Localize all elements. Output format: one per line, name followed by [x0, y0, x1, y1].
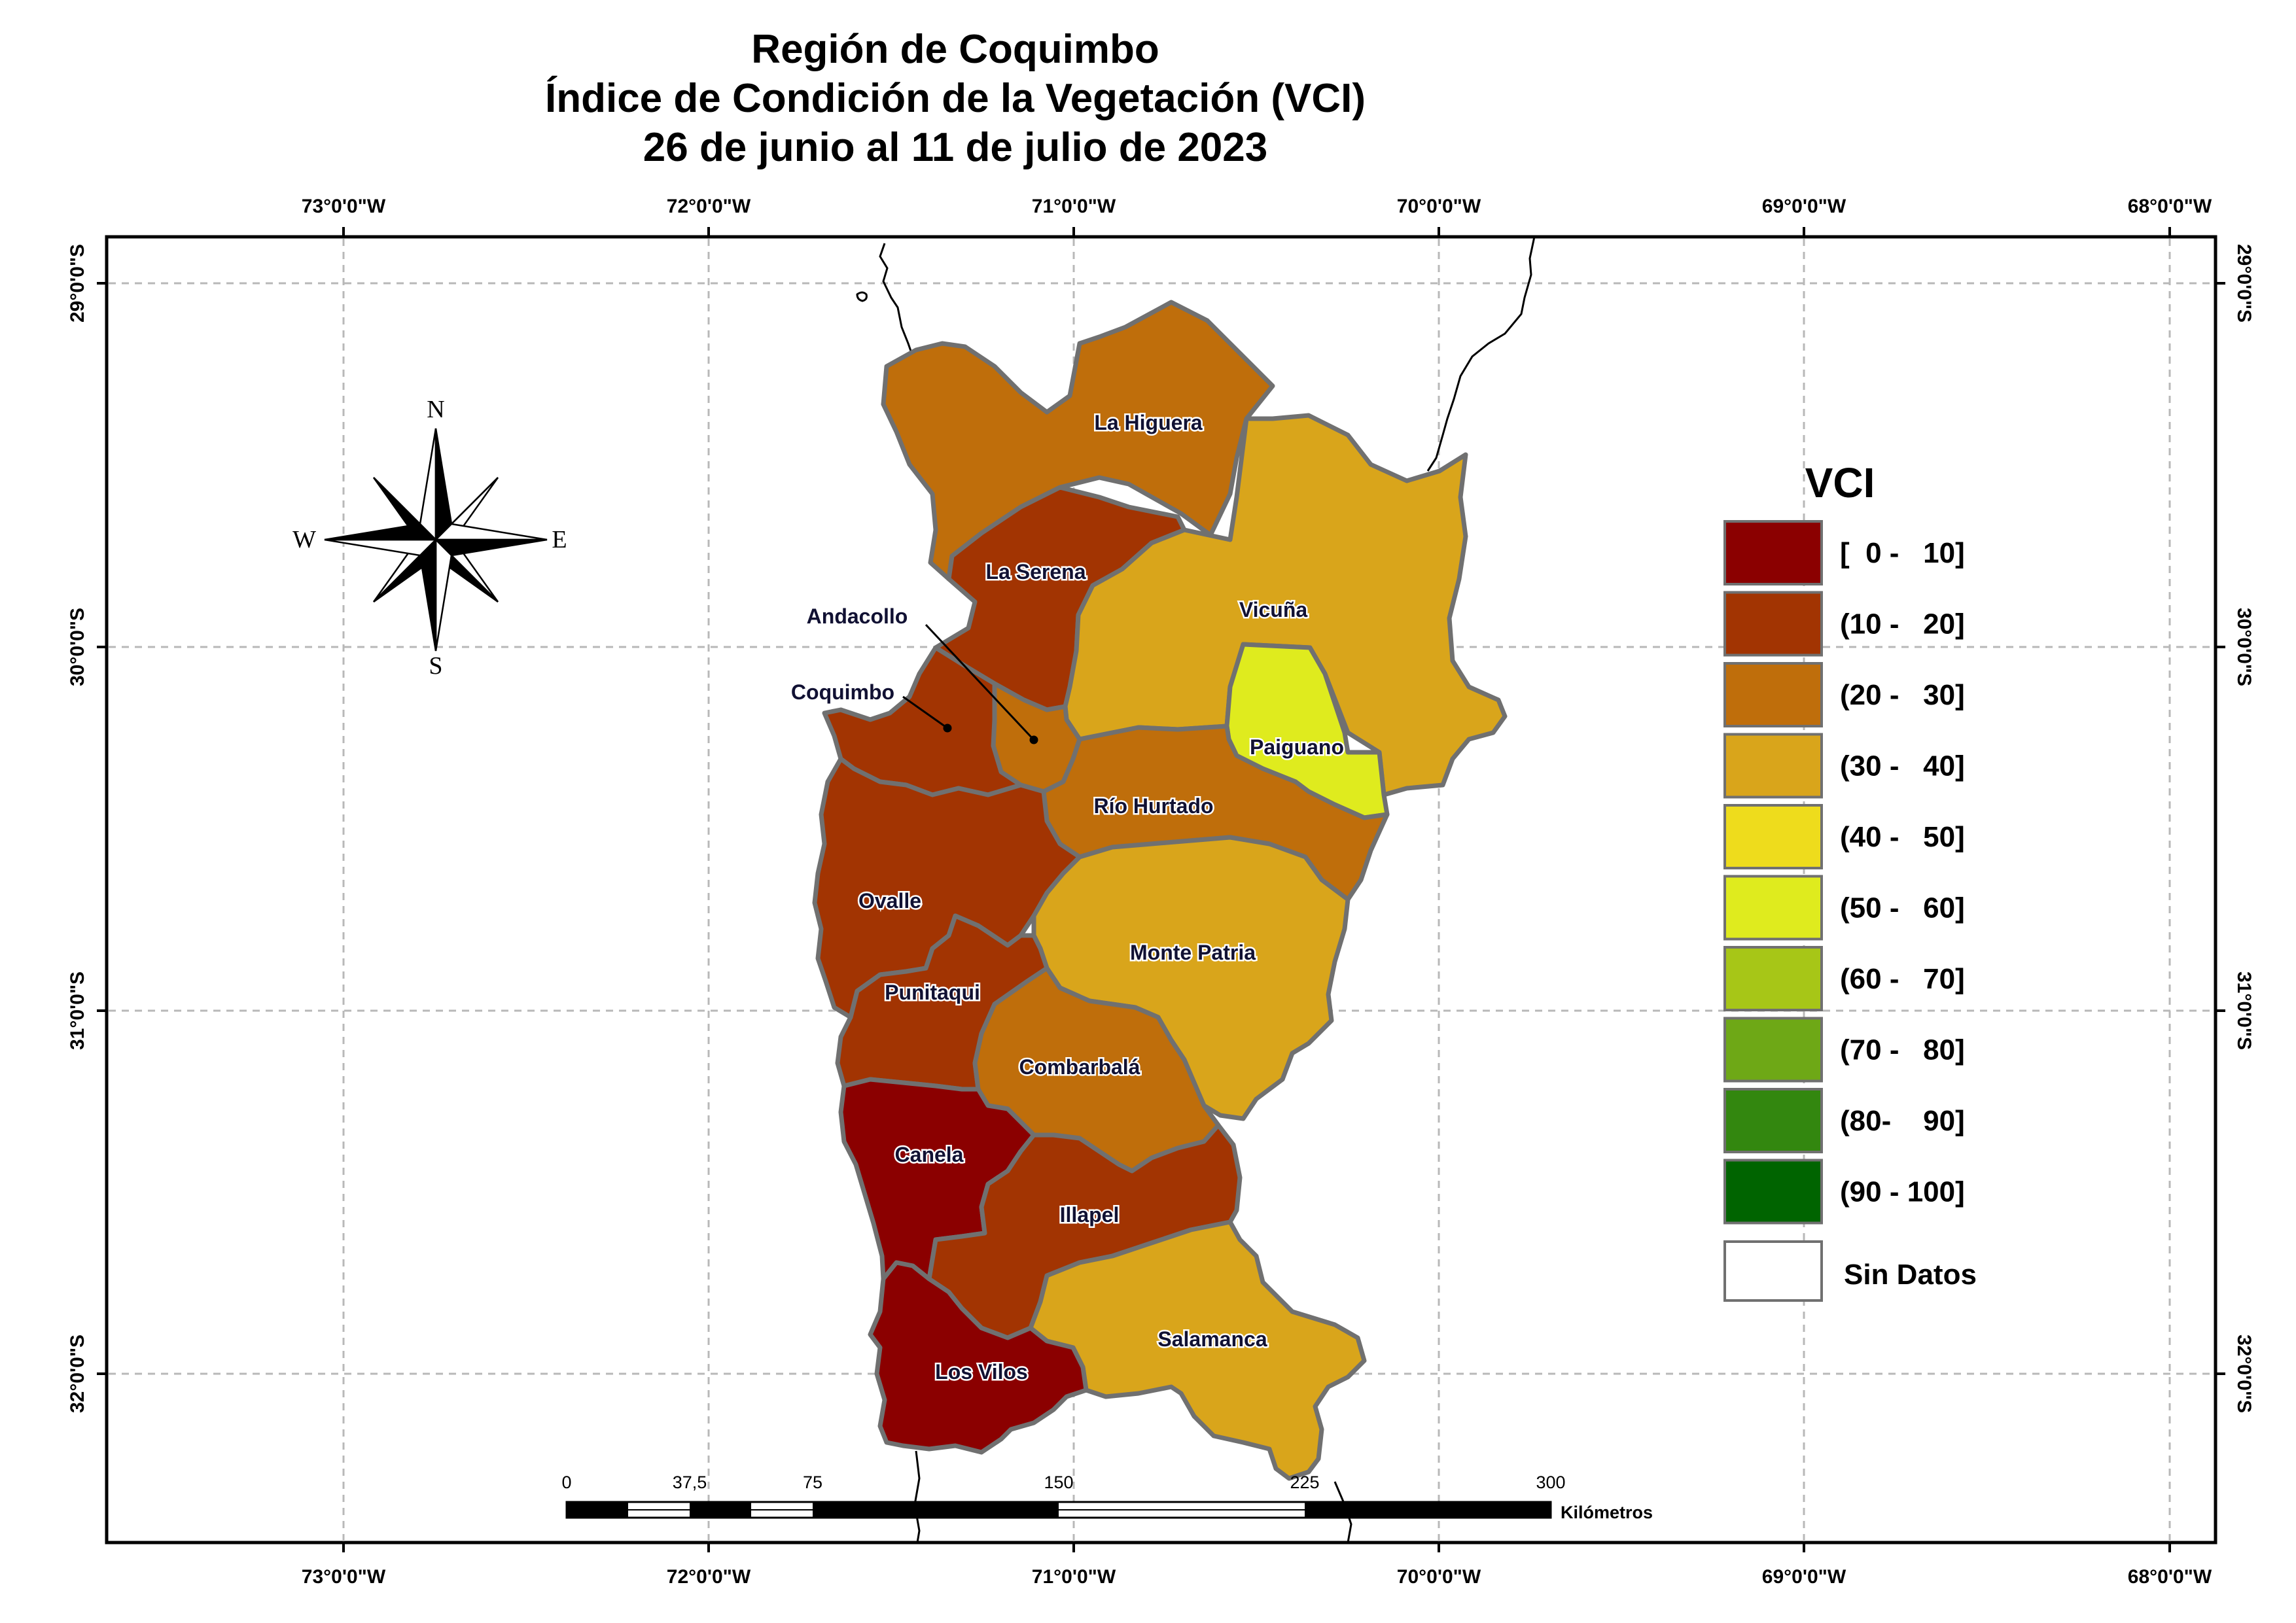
legend-items: [ 0 - 10] (10 - 20] (20 - 30] (30 - 40] (40 …: [1723, 520, 1965, 1225]
coquimbo-point: [943, 724, 952, 733]
compass-letters: N S E W: [292, 396, 567, 680]
scale-tick: 37,5: [673, 1473, 707, 1492]
municipality-labels: La Higuera La Serena Vicuña Paiguano And…: [789, 410, 1345, 1386]
compass-n: N: [427, 396, 444, 423]
lon-label: 71°0'0"W: [1032, 196, 1116, 217]
label-monte-patria: Monte Patria: [1130, 941, 1256, 964]
label-la-serena: La Serena: [986, 560, 1086, 584]
label-vicuna: Vicuña: [1239, 598, 1308, 621]
andacollo-leader: [925, 623, 1035, 741]
legend-label: (70 - 80]: [1840, 1034, 1965, 1066]
islet: [856, 291, 868, 302]
legend-label: (60 - 70]: [1840, 963, 1965, 995]
lon-label: 72°0'0"W: [667, 1566, 751, 1588]
municipality-la-higuera[interactable]: [881, 300, 1275, 582]
scale-tick: 300: [1536, 1473, 1565, 1492]
scale-tick: 75: [803, 1473, 822, 1492]
compass-rose: [324, 428, 548, 652]
lon-labels-top: 73°0'0"W 72°0'0"W 71°0'0"W 70°0'0"W 69°0…: [302, 196, 2212, 217]
scale-unit: Kilómetros: [1561, 1503, 1653, 1522]
legend-title: VCI: [1805, 459, 1875, 506]
legend-label: (80- 90]: [1840, 1105, 1965, 1137]
label-andacollo: Andacollo: [807, 604, 908, 628]
scale-tick: 150: [1044, 1473, 1073, 1492]
compass-e: E: [552, 526, 567, 553]
legend-label: (40 - 50]: [1840, 821, 1965, 853]
label-paiguano: Paiguano: [1250, 735, 1344, 759]
compass-s: S: [429, 652, 442, 680]
legend-swatch: [1723, 875, 1823, 941]
lat-labels-right: 29°0'0"S 30°0'0"S 31°0'0"S 32°0'0"S: [2233, 244, 2255, 1413]
map-title: Región de Coquimbo Índice de Condición d…: [0, 25, 1911, 172]
legend-swatch: [1723, 662, 1823, 727]
legend-swatch: [1723, 733, 1823, 799]
lat-label: 32°0'0"S: [67, 1335, 88, 1413]
lon-label: 68°0'0"W: [2128, 1566, 2212, 1588]
legend-swatch: [1723, 946, 1823, 1011]
leader-lines: [902, 623, 1038, 744]
lon-label: 71°0'0"W: [1032, 1566, 1116, 1588]
lat-label: 32°0'0"S: [2233, 1335, 2255, 1413]
lon-label: 73°0'0"W: [302, 1566, 386, 1588]
scale-tick: 0: [561, 1473, 571, 1492]
label-canela: Canela: [895, 1143, 964, 1166]
lon-label: 73°0'0"W: [302, 196, 386, 217]
legend-label: (90 - 100]: [1840, 1176, 1965, 1208]
boundary-south: [913, 1450, 921, 1543]
legend-swatch: [1723, 1017, 1823, 1083]
scale-bar: 0 37,5 75 150 225 300 Kilómetros: [561, 1473, 1653, 1522]
legend-swatch: [1723, 520, 1823, 585]
lat-label: 29°0'0"S: [67, 244, 88, 323]
lat-labels-left: 29°0'0"S 30°0'0"S 31°0'0"S 32°0'0"S: [67, 244, 88, 1413]
map-frame: [105, 235, 2217, 1544]
scale-tick: 225: [1290, 1473, 1319, 1492]
label-salamanca: Salamanca: [1157, 1327, 1267, 1351]
lon-label: 69°0'0"W: [1762, 1566, 1846, 1588]
boundary-north: [879, 243, 915, 359]
legend: VCI [ 0 - 10] (10 - 20] (20 - 30] (30 - 40]…: [1723, 459, 1977, 1302]
legend-swatch: [1723, 1159, 1823, 1225]
boundary-east-argentina: [1426, 236, 1536, 472]
frame-ticks: [97, 227, 2225, 1552]
legend-swatch: [1723, 1088, 1823, 1153]
legend-swatch: [1723, 804, 1823, 869]
coquimbo-leader: [902, 695, 948, 729]
lat-label: 30°0'0"S: [67, 608, 88, 686]
legend-label: (30 - 40]: [1840, 750, 1965, 782]
title-line-index: Índice de Condición de la Vegetación (VC…: [545, 76, 1366, 121]
label-ovalle: Ovalle: [858, 889, 921, 913]
label-illapel: Illapel: [1060, 1203, 1120, 1227]
label-punitaqui: Punitaqui: [885, 981, 980, 1004]
legend-swatch: [1723, 591, 1823, 657]
lon-label: 70°0'0"W: [1397, 1566, 1481, 1588]
municipalities: [812, 300, 1508, 1481]
municipality-los-vilos[interactable]: [868, 1260, 1089, 1455]
lat-label: 31°0'0"S: [2233, 971, 2255, 1050]
lon-label: 72°0'0"W: [667, 196, 751, 217]
compass-w: W: [292, 526, 316, 553]
label-combarbala: Combarbalá: [1019, 1055, 1140, 1079]
legend-swatch-no-data: [1723, 1240, 1823, 1302]
title-line-region: Región de Coquimbo: [751, 27, 1159, 72]
title-line-dates: 26 de junio al 11 de julio de 2023: [643, 125, 1268, 170]
lon-label: 69°0'0"W: [1762, 196, 1846, 217]
lat-label: 29°0'0"S: [2233, 244, 2255, 323]
lon-label: 70°0'0"W: [1397, 196, 1481, 217]
legend-label: (10 - 20]: [1840, 608, 1965, 640]
label-los-vilos: Los Vilos: [935, 1360, 1028, 1384]
legend-label: (50 - 60]: [1840, 892, 1965, 924]
lat-label: 30°0'0"S: [2233, 608, 2255, 686]
lat-label: 31°0'0"S: [67, 971, 88, 1050]
lon-labels-bottom: 73°0'0"W 72°0'0"W 71°0'0"W 70°0'0"W 69°0…: [302, 1566, 2212, 1588]
andacollo-point: [1029, 735, 1038, 744]
label-coquimbo: Coquimbo: [791, 680, 894, 704]
legend-label: (20 - 30]: [1840, 679, 1965, 711]
legend-label: [ 0 - 10]: [1840, 537, 1965, 569]
label-rio-hurtado: Río Hurtado: [1093, 794, 1213, 818]
label-la-higuera: La Higuera: [1094, 411, 1203, 434]
lon-label: 68°0'0"W: [2128, 196, 2212, 217]
legend-label-no-data: Sin Datos: [1844, 1259, 1977, 1291]
